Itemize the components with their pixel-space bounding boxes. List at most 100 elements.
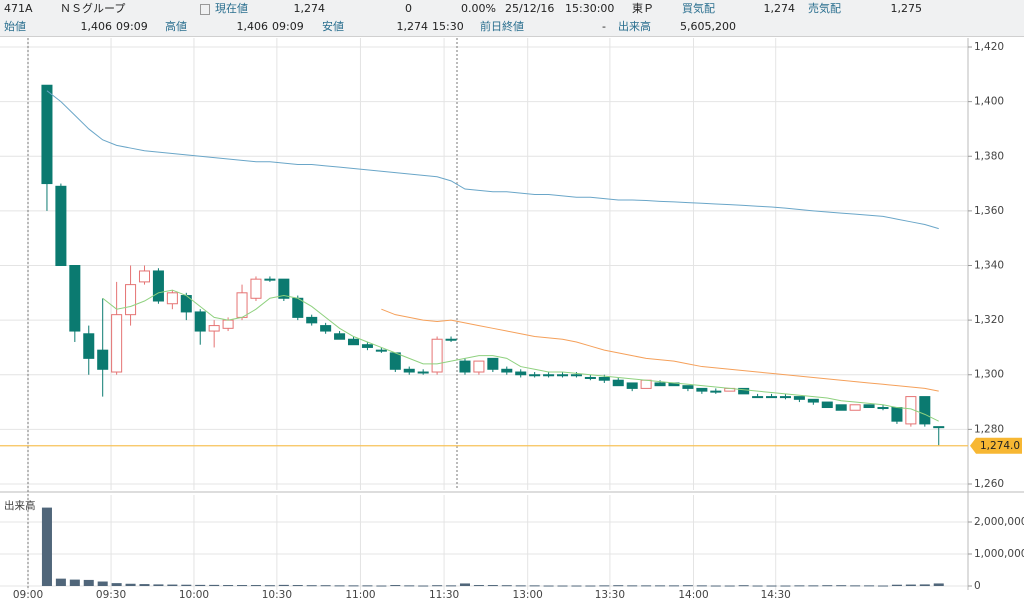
candle-body xyxy=(752,396,764,399)
x-tick-label: 10:30 xyxy=(262,589,292,601)
candle-body xyxy=(361,344,373,348)
candle-body xyxy=(292,297,304,318)
candle-body xyxy=(793,396,805,400)
candle-body xyxy=(208,325,220,332)
value: 1,274 xyxy=(293,2,326,15)
volume-bar xyxy=(264,585,275,587)
candle-body xyxy=(83,333,95,359)
icon[interactable] xyxy=(200,4,210,15)
value: 5,605,200 xyxy=(680,20,736,33)
volume-bar xyxy=(390,585,401,587)
volume-bar xyxy=(69,579,80,586)
candle-body xyxy=(835,404,847,411)
candle-body xyxy=(375,349,387,352)
volume-bar xyxy=(111,583,122,586)
volume-bar xyxy=(724,585,735,587)
volume-bar xyxy=(794,585,805,587)
value: 1,274 xyxy=(396,20,429,33)
candle-body xyxy=(626,382,638,389)
volume-bar xyxy=(139,584,150,586)
y-tick-label: 1,320 xyxy=(974,314,1004,326)
label: 高値 xyxy=(165,20,187,33)
volume-bar xyxy=(682,585,693,587)
y-tick-label: 2,000,000 xyxy=(974,516,1024,528)
x-tick-label: 09:00 xyxy=(13,589,43,601)
candle-body xyxy=(640,379,652,389)
candle-body xyxy=(584,376,596,379)
candle-body xyxy=(347,338,360,346)
y-tick-label: 1,400 xyxy=(974,96,1004,108)
volume-bar xyxy=(459,583,470,586)
candle-body xyxy=(152,270,164,302)
candle-body xyxy=(264,278,276,281)
time: 09:09 xyxy=(116,20,148,33)
label: 前日終値 xyxy=(480,20,524,33)
candle-body xyxy=(445,338,457,341)
volume-bar xyxy=(752,585,763,587)
volume-bar xyxy=(571,585,582,587)
indicator-line xyxy=(46,90,939,230)
candle-body xyxy=(919,396,931,425)
volume-bar xyxy=(585,585,596,587)
y-tick-label: 1,340 xyxy=(974,260,1004,272)
indicator-line xyxy=(381,308,939,392)
volume-bar xyxy=(292,585,303,587)
candle-body xyxy=(779,396,791,399)
volume-bar xyxy=(557,585,568,587)
value: 0 xyxy=(405,2,412,15)
candle-body xyxy=(849,404,861,411)
label: 出来高 xyxy=(618,20,651,33)
volume-bar xyxy=(668,585,680,587)
candle-body xyxy=(501,368,513,373)
candle-body xyxy=(459,360,471,373)
volume-bar xyxy=(627,585,638,587)
y-tick-label: 1,260 xyxy=(974,478,1004,490)
candle-body xyxy=(710,390,722,393)
candle-body xyxy=(598,376,610,381)
time: 09:09 xyxy=(272,20,304,33)
volume-bar xyxy=(55,578,66,586)
volume-bar xyxy=(473,585,484,587)
x-tick-label: 11:30 xyxy=(429,589,459,601)
candle-body xyxy=(250,278,262,299)
candle-body xyxy=(111,314,123,373)
candle-body xyxy=(696,387,708,392)
candle-body xyxy=(654,382,666,387)
volume-bar xyxy=(738,585,749,587)
name: ＮＳグループ xyxy=(60,2,126,15)
candle-body xyxy=(320,325,332,332)
volume-bar xyxy=(432,585,443,587)
candle-body xyxy=(278,278,290,299)
candle-body xyxy=(431,338,443,373)
candle-body xyxy=(417,371,429,374)
volume-bar xyxy=(864,585,875,587)
label: 売気配 xyxy=(808,2,841,15)
volume-bar xyxy=(543,585,554,587)
label: 安値 xyxy=(322,20,344,33)
candle-body xyxy=(334,333,346,340)
volume-bar xyxy=(933,583,944,586)
label: 始値 xyxy=(4,20,26,33)
volume-bar xyxy=(167,584,178,586)
candle-body xyxy=(306,316,318,324)
market: 東Ｐ xyxy=(632,2,654,15)
candle-body xyxy=(807,398,819,403)
candle-body xyxy=(97,349,109,370)
volume-bar xyxy=(905,584,916,586)
volume-bar xyxy=(97,581,108,586)
candle-body xyxy=(905,396,917,425)
volume-bar xyxy=(223,585,234,587)
candle-body xyxy=(612,379,624,387)
candle-body xyxy=(557,374,569,377)
value: 1,406 xyxy=(236,20,269,33)
candle-body xyxy=(166,292,178,305)
volume-bar xyxy=(655,585,666,587)
volume-bar xyxy=(83,579,94,586)
y-tick-label: 1,420 xyxy=(974,41,1004,53)
time: 15:30:00 xyxy=(565,2,615,15)
candle-body xyxy=(933,426,945,429)
y-tick-label: 1,380 xyxy=(974,150,1004,162)
volume-bar xyxy=(613,585,624,587)
y-tick-label: 0 xyxy=(974,580,981,592)
